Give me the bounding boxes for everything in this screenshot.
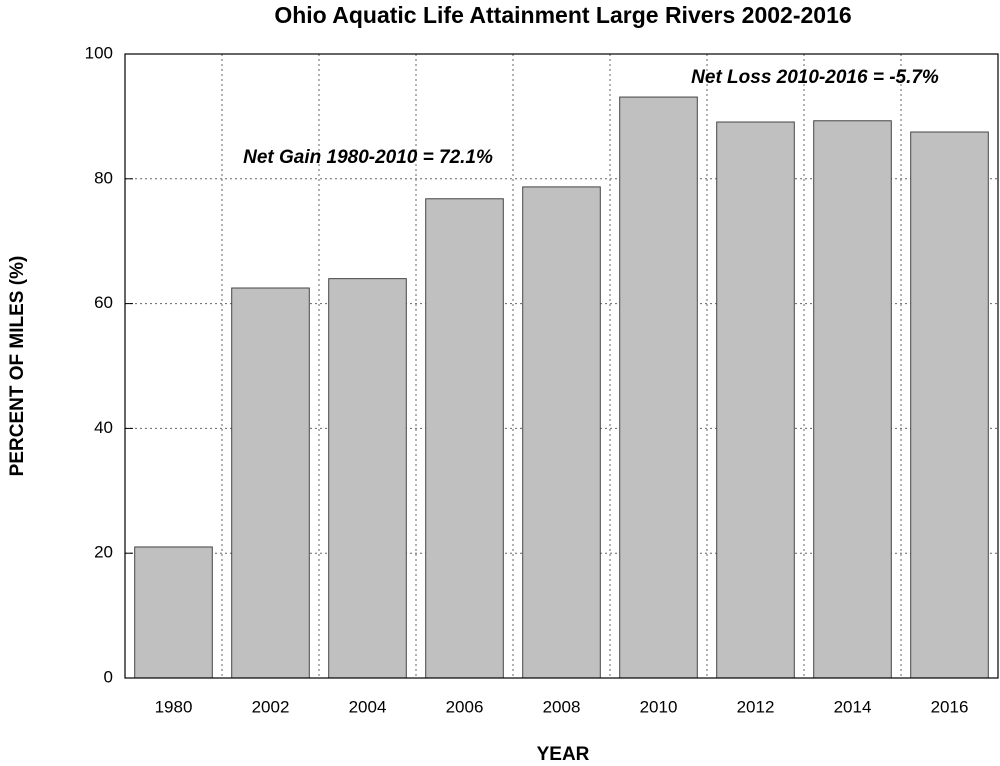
y-tick-label: 60 xyxy=(94,293,113,312)
y-tick-label: 80 xyxy=(94,168,113,187)
plot-frame xyxy=(124,53,999,679)
x-tick-label: 2012 xyxy=(737,697,775,716)
y-tick-label: 0 xyxy=(104,667,113,686)
x-tick-label: 2006 xyxy=(446,697,484,716)
x-tick-label: 1980 xyxy=(155,697,193,716)
x-tick-label: 2008 xyxy=(543,697,581,716)
y-tick-label: 100 xyxy=(85,43,113,62)
bar xyxy=(134,546,213,679)
chart-title: Ohio Aquatic Life Attainment Large River… xyxy=(274,2,851,28)
annotation: Net Loss 2010-2016 = -5.7% xyxy=(691,67,939,88)
y-axis-label: PERCENT OF MILES (%) xyxy=(7,256,28,477)
y-tick-label: 20 xyxy=(94,543,113,562)
bar xyxy=(231,287,310,679)
bar xyxy=(522,186,601,679)
y-tick-label: 40 xyxy=(94,418,113,437)
annotation: Net Gain 1980-2010 = 72.1% xyxy=(243,147,493,168)
bar xyxy=(328,278,407,679)
bar xyxy=(425,198,504,679)
x-tick-label: 2002 xyxy=(252,697,290,716)
bar xyxy=(910,131,989,679)
x-tick-label: 2014 xyxy=(834,697,872,716)
x-axis-label: YEAR xyxy=(537,744,590,765)
bar xyxy=(813,120,892,679)
x-tick-label: 2004 xyxy=(349,697,387,716)
bar xyxy=(716,121,795,679)
x-tick-label: 2010 xyxy=(640,697,678,716)
bar xyxy=(619,96,698,679)
x-tick-label: 2016 xyxy=(931,697,969,716)
